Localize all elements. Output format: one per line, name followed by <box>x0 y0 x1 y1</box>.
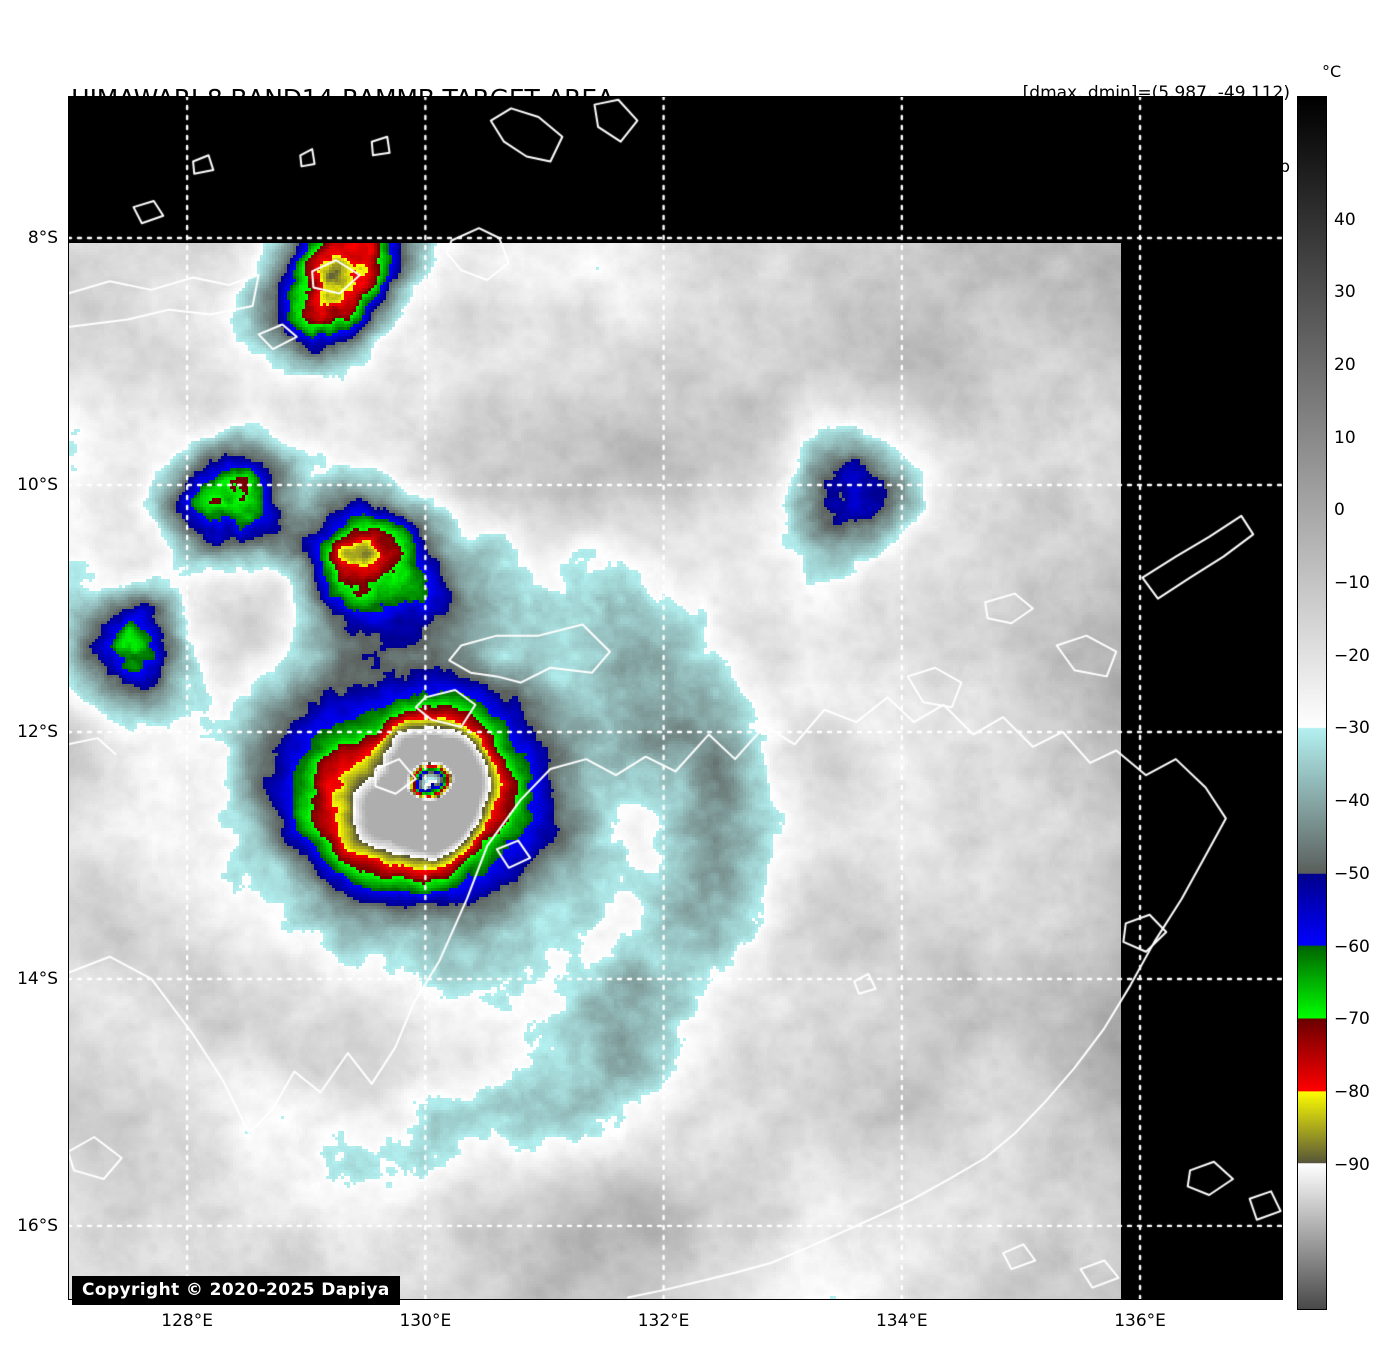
colorbar-tick-12: −80 <box>1334 1081 1370 1102</box>
temperature-colorbar <box>1297 96 1327 1310</box>
colorbar-tick-1: 30 <box>1334 282 1356 303</box>
colorbar-gradient <box>1297 96 1327 1310</box>
latitude-tick-2: 12°S <box>17 721 58 742</box>
longitude-tick-2: 132°E <box>637 1311 690 1331</box>
colorbar-tick-9: −50 <box>1334 863 1370 884</box>
colorbar-tick-7: −30 <box>1334 718 1370 739</box>
latitude-tick-4: 16°S <box>17 1215 58 1236</box>
colorbar-tick-13: −90 <box>1334 1154 1370 1175</box>
colorbar-tick-11: −70 <box>1334 1009 1370 1030</box>
coastline-and-gridline-overlay <box>68 96 1283 1300</box>
latitude-tick-3: 14°S <box>17 968 58 989</box>
colorbar-tick-10: −60 <box>1334 936 1370 957</box>
latitude-tick-1: 10°S <box>17 474 58 495</box>
colorbar-tick-2: 20 <box>1334 354 1356 375</box>
colorbar-tick-0: 40 <box>1334 209 1356 230</box>
longitude-tick-0: 128°E <box>161 1311 213 1331</box>
satellite-map[interactable] <box>68 96 1283 1300</box>
longitude-tick-1: 130°E <box>399 1311 452 1331</box>
colorbar-tick-6: −20 <box>1334 645 1370 666</box>
copyright-banner: Copyright © 2020-2025 Dapiya <box>72 1276 400 1305</box>
colorbar-tick-8: −40 <box>1334 791 1370 812</box>
colorbar-tick-3: 10 <box>1334 427 1356 448</box>
longitude-tick-4: 136°E <box>1114 1311 1166 1331</box>
colorbar-unit-label: °C <box>1322 62 1342 81</box>
colorbar-tick-4: 0 <box>1334 500 1345 521</box>
longitude-tick-3: 134°E <box>875 1311 928 1331</box>
colorbar-tick-5: −10 <box>1334 573 1370 594</box>
latitude-tick-0: 8°S <box>27 228 58 248</box>
